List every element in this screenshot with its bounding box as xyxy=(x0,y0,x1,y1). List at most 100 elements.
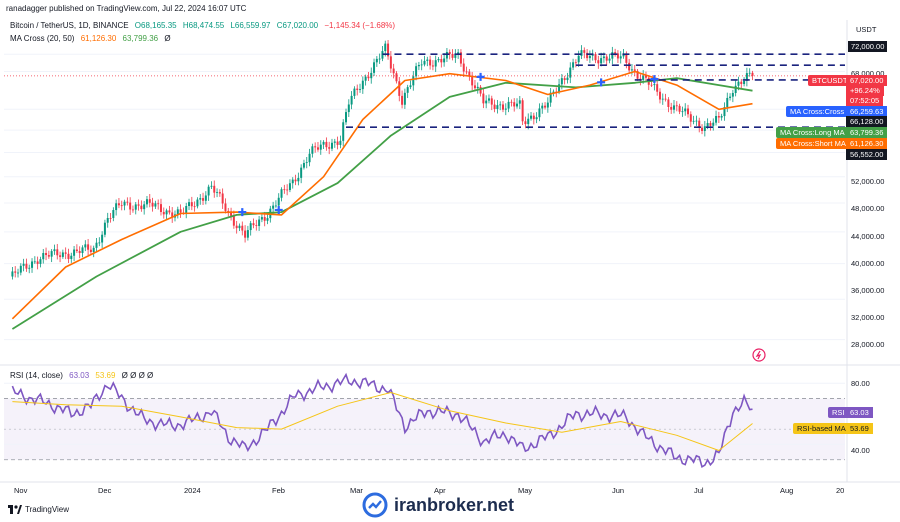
rsi-name-label: RSI xyxy=(828,407,849,418)
candle-body xyxy=(210,185,213,187)
candle-body xyxy=(176,209,179,215)
candle-body xyxy=(305,162,308,164)
candle-body xyxy=(159,204,162,212)
candle-body xyxy=(692,120,695,122)
candle-body xyxy=(151,202,154,207)
candle-body xyxy=(602,56,605,59)
x-tick-label: 2024 xyxy=(184,486,201,495)
candle-body xyxy=(328,147,331,149)
candle-body xyxy=(703,126,706,131)
candle-body xyxy=(479,86,482,94)
candle-body xyxy=(199,198,202,200)
candle-body xyxy=(471,75,474,86)
candle-body xyxy=(614,52,617,54)
y-tick-label: 32,000.00 xyxy=(851,313,885,322)
candle-body xyxy=(364,76,367,81)
candle-body xyxy=(325,141,328,148)
candle-body xyxy=(636,70,639,79)
candle-body xyxy=(401,95,404,105)
candle-body xyxy=(73,249,76,256)
candle-body xyxy=(664,98,667,100)
candle-body xyxy=(429,59,432,66)
candle-body xyxy=(695,120,698,122)
x-tick-label: Jul xyxy=(694,486,704,495)
tradingview-footer[interactable]: TradingView xyxy=(8,505,69,514)
candle-body xyxy=(443,58,446,63)
candle-body xyxy=(361,80,364,90)
candle-body xyxy=(507,101,510,109)
candle-body xyxy=(622,53,625,57)
candle-body xyxy=(426,59,429,61)
candle-body xyxy=(392,68,395,74)
candle-body xyxy=(737,81,740,86)
candle-body xyxy=(605,56,608,61)
candle-body xyxy=(743,80,746,85)
candle-body xyxy=(95,242,98,248)
candle-body xyxy=(101,234,104,243)
btc-change-label: +96.24% xyxy=(846,85,884,96)
publisher-line: ranadagger published on TradingView.com,… xyxy=(6,4,247,13)
candle-body xyxy=(748,72,751,74)
candle-body xyxy=(644,75,647,78)
candle-body xyxy=(238,225,241,229)
candle-body xyxy=(87,244,90,250)
candle-body xyxy=(751,72,754,76)
candle-body xyxy=(667,99,670,107)
ma-cross-marker xyxy=(650,75,659,84)
candle-body xyxy=(244,230,247,238)
rsi-legend-label: RSI (14, close) xyxy=(10,371,63,380)
candle-body xyxy=(277,197,280,206)
candle-body xyxy=(459,52,462,64)
candle-body xyxy=(448,51,451,54)
candle-body xyxy=(451,53,454,58)
candle-body xyxy=(131,209,134,211)
candle-body xyxy=(308,153,311,163)
candle-body xyxy=(560,78,563,85)
candle-body xyxy=(487,98,490,101)
candle-body xyxy=(650,84,653,86)
candle-body xyxy=(468,71,471,76)
candle-body xyxy=(709,123,712,126)
candle-body xyxy=(227,210,230,212)
candle-body xyxy=(266,218,269,221)
candle-body xyxy=(549,92,552,103)
candle-body xyxy=(642,75,645,80)
ma-legend-label: MA Cross (20, 50) xyxy=(10,34,75,43)
candle-body xyxy=(185,205,188,213)
candle-body xyxy=(389,56,392,69)
level-56552-label: 56,552.00 xyxy=(846,149,888,160)
candle-body xyxy=(36,261,39,264)
x-tick-label: Jun xyxy=(612,486,625,495)
candle-body xyxy=(454,54,457,58)
candle-body xyxy=(221,193,224,204)
candle-body xyxy=(521,100,524,122)
candle-body xyxy=(103,222,106,235)
candle-body xyxy=(345,112,348,123)
candle-body xyxy=(342,122,345,141)
candle-body xyxy=(196,199,199,207)
candle-body xyxy=(213,185,216,193)
candle-body xyxy=(246,230,249,238)
candle-body xyxy=(734,85,737,93)
candle-body xyxy=(583,50,586,53)
y-tick-label: 72,000.00 xyxy=(848,41,888,52)
rsi-y-tick-label: 80.00 xyxy=(851,379,870,388)
symbol-name: Bitcoin / TetherUS, 1D, BINANCE xyxy=(10,21,129,30)
candle-body xyxy=(330,142,333,149)
rsi-value-label: 63.03 xyxy=(846,407,873,418)
candle-body xyxy=(717,115,720,118)
candle-body xyxy=(544,105,547,108)
candle-body xyxy=(731,92,734,97)
candle-body xyxy=(359,89,362,90)
ohlc-low: L66,559.97 xyxy=(230,21,271,30)
ma-legend: MA Cross (20, 50) 61,126.30 63,799.36 Ø xyxy=(10,34,175,43)
candle-body xyxy=(17,272,20,274)
candle-body xyxy=(47,255,50,257)
candle-body xyxy=(594,54,597,61)
candle-body xyxy=(134,204,137,210)
candle-body xyxy=(431,65,434,67)
candle-body xyxy=(412,76,415,86)
candle-body xyxy=(675,105,678,107)
candle-body xyxy=(572,62,575,68)
